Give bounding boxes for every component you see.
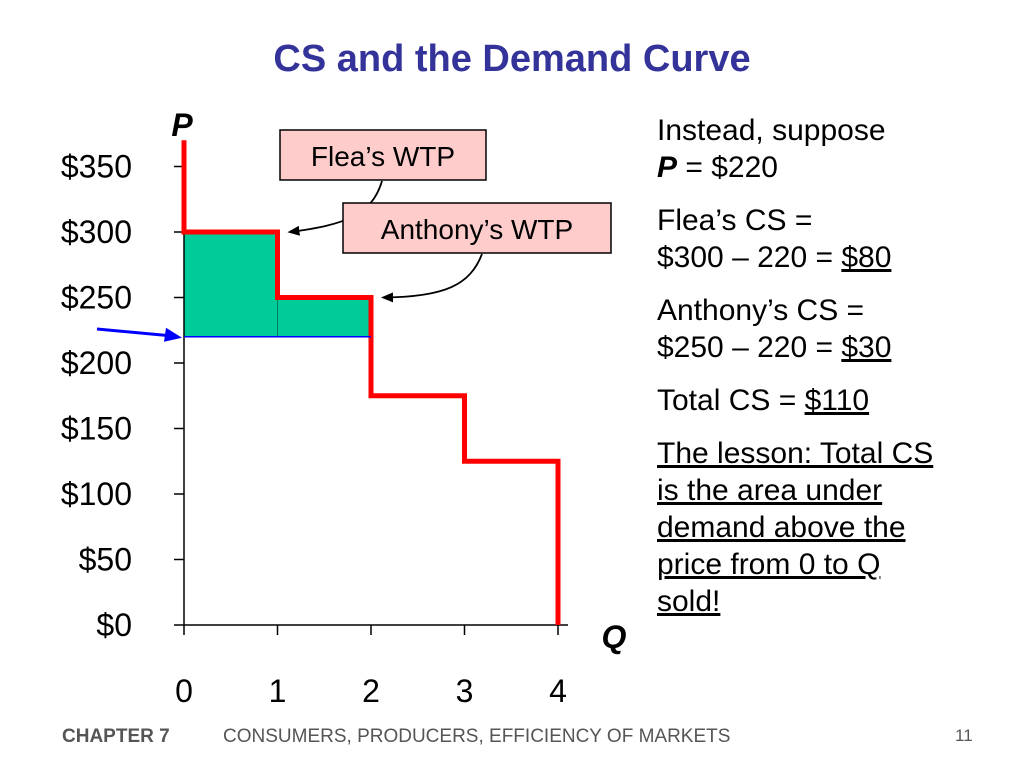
anthony-cs-calc: $250 – 220 = <box>657 331 842 364</box>
y-tick-label: $300 <box>61 214 132 250</box>
y-tick-label: $250 <box>61 280 132 316</box>
total-cs-value: $110 <box>804 384 870 417</box>
x-tick-label: 2 <box>362 673 380 709</box>
x-tick-label: 3 <box>456 673 474 709</box>
explanation-panel: Instead, suppose P = $220 Flea’s CS = $3… <box>657 112 1017 636</box>
flea-cs-label: Flea’s CS = <box>657 204 813 237</box>
y-tick-label: $50 <box>79 542 132 578</box>
x-axis-label: Q <box>602 619 627 655</box>
cs-area-2 <box>277 297 372 338</box>
anthony-wtp-arrow <box>381 253 483 303</box>
price-variable: P <box>657 151 678 184</box>
price-equation: = $220 <box>677 151 778 184</box>
anthony-cs-text: Anthony’s CS = $250 – 220 = $30 <box>657 292 1017 366</box>
flea-cs-text: Flea’s CS = $300 – 220 = $80 <box>657 202 1017 276</box>
anthony-wtp-box <box>342 202 612 254</box>
flea-cs-calc: $300 – 220 = <box>657 241 842 274</box>
total-cs-text: Total CS = $110 <box>657 382 1017 419</box>
page-number: 11 <box>955 726 973 745</box>
y-axis-label: P <box>171 107 193 143</box>
y-tick-label: $150 <box>61 411 132 447</box>
y-tick-label: $0 <box>96 607 132 643</box>
cs-area-1 <box>183 231 278 338</box>
x-tick-label: 1 <box>269 673 287 709</box>
y-tick-label: $200 <box>61 345 132 381</box>
scenario-line: Instead, suppose <box>657 114 886 147</box>
y-tick-label: $350 <box>61 149 132 185</box>
anthony-wtp-label: Anthony’s WTP <box>381 214 573 245</box>
anthony-cs-label: Anthony’s CS = <box>657 294 865 327</box>
price-arrow-head <box>164 327 182 342</box>
scenario-text: Instead, suppose P = $220 <box>657 112 1017 186</box>
x-tick-label: 4 <box>549 673 567 709</box>
flea-wtp-box <box>279 129 487 181</box>
demand-chart: $0 $50 $100 $150 $200 $250 $300 $350 0 1 2 3 4 P Q Fle… <box>61 107 627 709</box>
x-tick-label: 0 <box>175 673 193 709</box>
slide-title: CS and the Demand Curve <box>273 38 751 80</box>
demand-curve <box>181 140 561 625</box>
footer-title: CONSUMERS, PRODUCERS, EFFICIENCY OF MARK… <box>223 726 731 747</box>
lesson-text: The lesson: Total CS is the area under d… <box>657 437 934 618</box>
total-cs-label: Total CS = <box>657 384 805 417</box>
anthony-cs-value: $30 <box>841 331 892 364</box>
footer-chapter: CHAPTER 7 <box>62 726 170 747</box>
flea-wtp-label: Flea’s WTP <box>311 141 455 172</box>
y-tick-label: $100 <box>61 476 132 512</box>
flea-cs-value: $80 <box>841 241 892 274</box>
price-arrow-shaft <box>96 327 171 338</box>
